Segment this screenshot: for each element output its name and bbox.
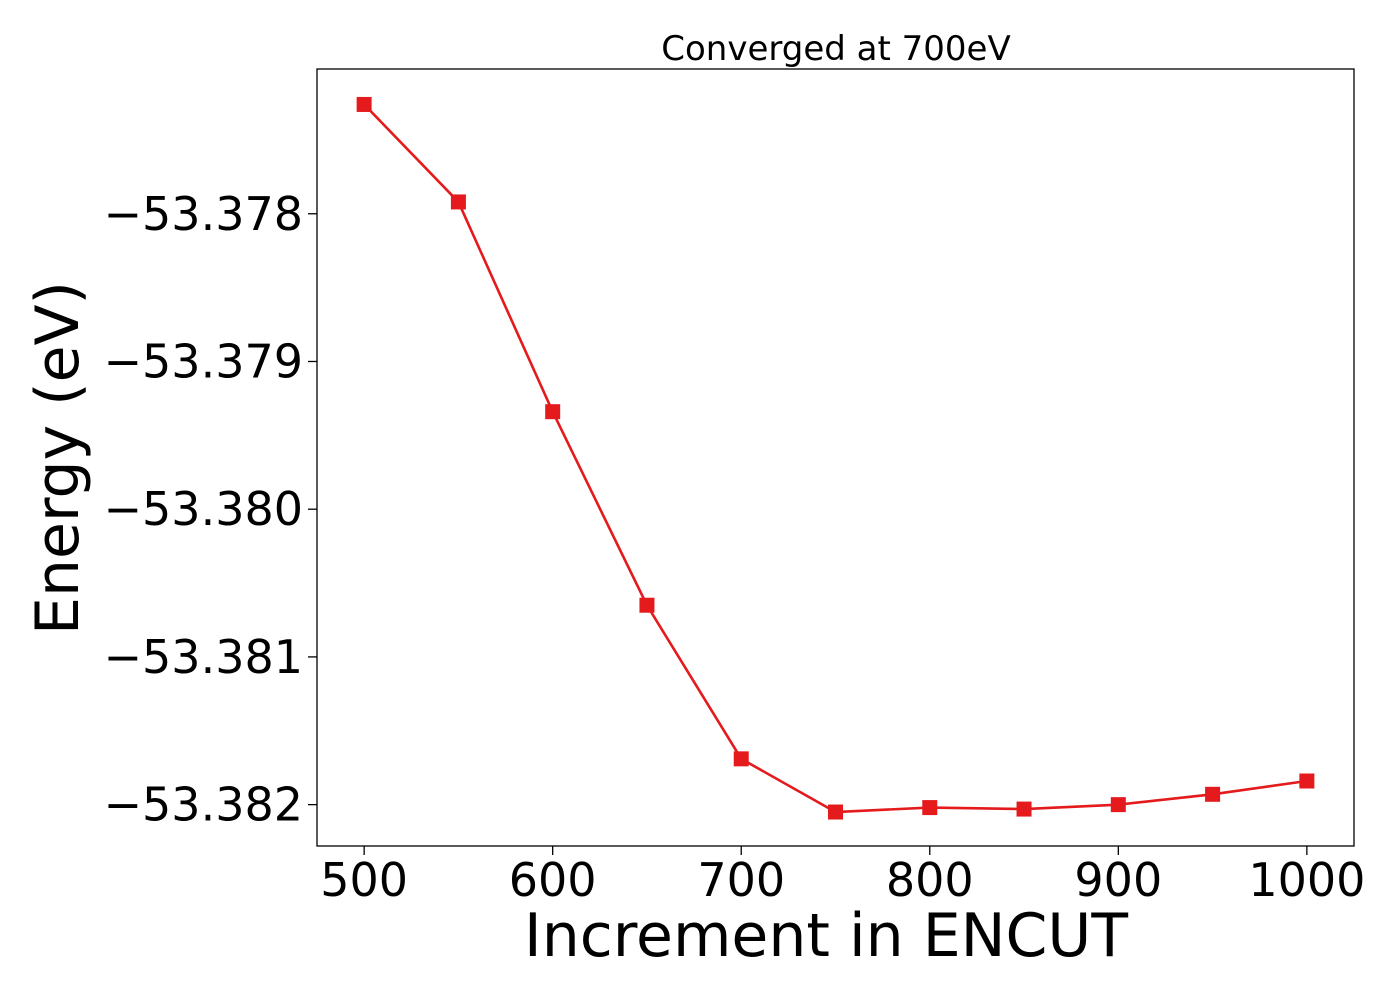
y-tick-label: −53.381 [104,630,304,684]
x-tick-label: 500 [320,853,408,907]
series-line [363,103,1308,814]
chart-title: Converged at 700eV [661,29,1010,69]
y-tick-label: −53.379 [104,334,304,388]
data-point [922,800,938,816]
data-point [733,751,749,767]
data-point [1205,786,1221,802]
data-point [545,404,561,420]
data-point [1110,797,1126,813]
data-point [450,194,466,210]
data-point [1299,773,1315,789]
data-point [1016,801,1032,817]
data-point [828,804,843,820]
x-tick-label: 600 [509,853,597,907]
data-point [639,597,655,613]
y-tick-label: −53.378 [104,187,304,241]
x-tick-label: 1000 [1248,853,1365,907]
x-axis-label: Increment in ENCUT [524,901,1128,971]
data-point [356,96,372,112]
y-tick-label: −53.380 [104,482,304,536]
y-tick-label: −53.382 [104,778,304,832]
x-tick-label: 800 [886,853,974,907]
x-tick-label: 700 [697,853,785,907]
y-axis-label: Energy (eV) [23,281,93,635]
x-tick-label: 900 [1074,853,1162,907]
plot-frame [316,68,1355,847]
plot-area: 500 600 700 800 900 1000 −53.378 −53.379 −53.380… [104,68,1365,907]
